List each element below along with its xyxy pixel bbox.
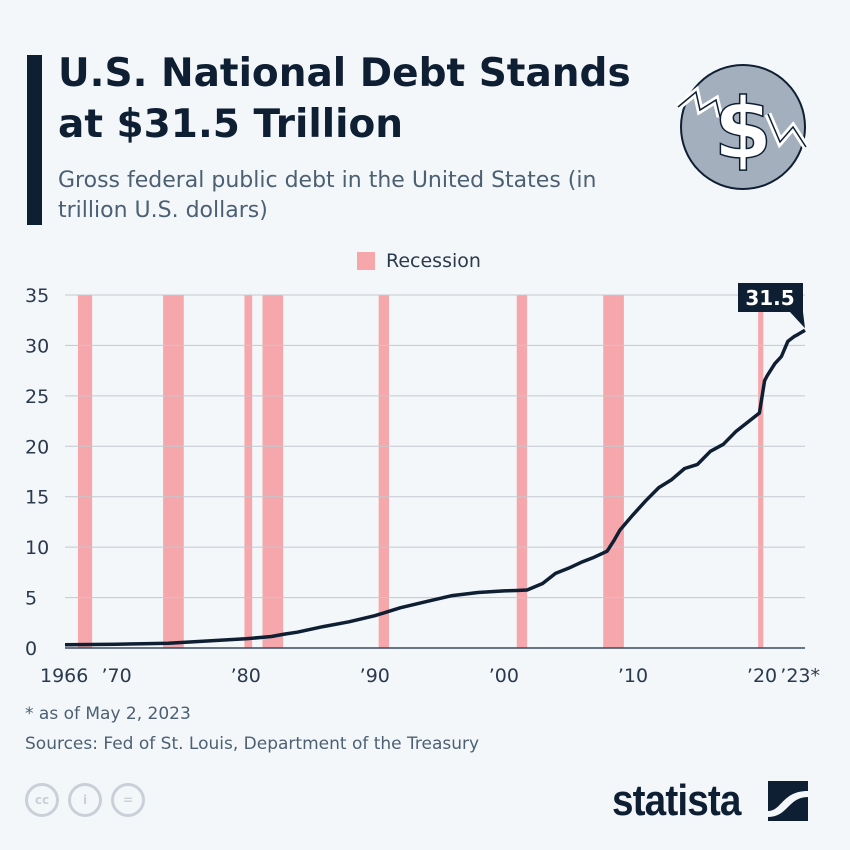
recession-band-3 bbox=[262, 295, 284, 648]
attribution-icon[interactable]: i bbox=[68, 783, 102, 817]
title-accent-bar bbox=[27, 55, 42, 225]
cc-icon[interactable]: cc bbox=[25, 783, 59, 817]
no-derivatives-icon[interactable]: = bbox=[111, 783, 145, 817]
y-tick-label: 25 bbox=[25, 386, 49, 408]
y-tick-label: 30 bbox=[25, 335, 49, 357]
x-tick-label: ’20 bbox=[747, 665, 777, 687]
legend-label-recession: Recession bbox=[386, 250, 481, 272]
recession-band-5 bbox=[516, 295, 528, 648]
brand-wordmark: statista bbox=[612, 776, 741, 825]
statista-logo[interactable]: statista bbox=[612, 776, 809, 826]
debt-line bbox=[64, 328, 806, 647]
recession-band-0 bbox=[77, 295, 93, 648]
statista-mark-icon bbox=[768, 781, 809, 821]
dollar-coin-icon: $ bbox=[675, 64, 809, 190]
x-tick-label: ’80 bbox=[231, 665, 261, 687]
y-tick-label: 35 bbox=[25, 285, 49, 307]
page-subtitle: Gross federal public debt in the United … bbox=[58, 168, 597, 223]
recession-band-4 bbox=[378, 295, 389, 648]
source-note: Sources: Fed of St. Louis, Department of… bbox=[25, 734, 480, 754]
recession-band-2 bbox=[244, 295, 253, 648]
y-tick-label: 5 bbox=[25, 588, 37, 610]
x-tick-label: ’70 bbox=[102, 665, 132, 687]
y-tick-label: 0 bbox=[25, 638, 37, 660]
x-tick-label: ’23* bbox=[780, 665, 820, 687]
value-callout-box bbox=[738, 283, 805, 329]
x-tick-label: 1966 bbox=[40, 665, 88, 687]
y-tick-label: 15 bbox=[25, 487, 49, 509]
recession-band-7 bbox=[758, 295, 764, 648]
x-tick-label: ’90 bbox=[360, 665, 390, 687]
page-title: U.S. National Debt Stands at $31.5 Trill… bbox=[58, 51, 631, 147]
y-tick-label: 10 bbox=[25, 537, 49, 559]
x-tick-label: ’00 bbox=[489, 665, 519, 687]
value-callout-label: 31.5 bbox=[745, 286, 794, 310]
recession-band-6 bbox=[603, 295, 624, 648]
x-tick-label: ’10 bbox=[618, 665, 648, 687]
footnote: * as of May 2, 2023 bbox=[25, 704, 191, 724]
chart-legend: Recession bbox=[357, 250, 481, 272]
recession-band-1 bbox=[163, 295, 184, 648]
legend-swatch-recession bbox=[357, 252, 375, 270]
y-tick-label: 20 bbox=[25, 436, 49, 458]
svg-text:$: $ bbox=[714, 80, 772, 178]
debt-line-chart: 0 5 10 15 20 25 30 35 1966 ’70 ’80 ’90 ’00 ’10 ’20’23*… bbox=[25, 283, 820, 687]
license-icons: cc i = bbox=[25, 783, 145, 817]
